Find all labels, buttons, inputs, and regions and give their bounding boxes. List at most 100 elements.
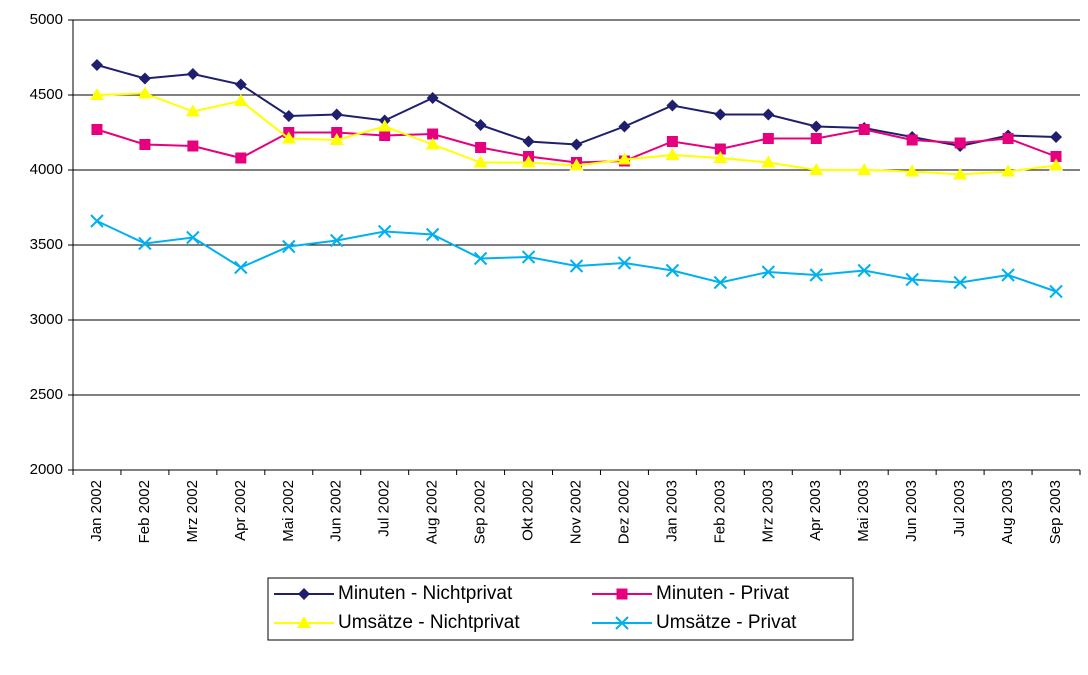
- marker: [282, 239, 296, 254]
- marker: [617, 256, 632, 270]
- x-tick-label: Aug 2003: [999, 480, 1016, 544]
- marker: [233, 94, 248, 106]
- marker: [473, 155, 488, 168]
- marker: [665, 263, 680, 278]
- y-tick-label: 2000: [30, 461, 63, 478]
- marker: [665, 148, 680, 160]
- marker: [905, 272, 919, 287]
- marker: [297, 616, 311, 628]
- y-tick-label: 3000: [30, 311, 63, 328]
- x-tick-label: Mai 2003: [855, 480, 872, 542]
- legend-box: [267, 577, 854, 641]
- marker: [953, 275, 967, 290]
- marker: [425, 137, 440, 150]
- marker: [762, 133, 774, 144]
- marker: [810, 133, 822, 144]
- legend-label: Minuten - Privat: [656, 583, 790, 604]
- x-tick-label: Nov 2002: [567, 480, 584, 544]
- marker: [569, 158, 584, 171]
- marker: [185, 104, 200, 117]
- marker: [298, 588, 310, 600]
- legend-label: Umsätze - Nichtprivat: [338, 612, 520, 633]
- marker: [1001, 164, 1016, 177]
- x-tick-label: Jul 2003: [951, 480, 968, 537]
- y-tick-label: 3500: [30, 236, 63, 253]
- marker: [761, 265, 776, 279]
- x-tick-label: Okt 2002: [520, 480, 537, 541]
- marker: [617, 152, 632, 165]
- marker: [809, 268, 823, 282]
- x-tick-label: Aug 2002: [424, 480, 441, 544]
- marker: [475, 142, 487, 153]
- marker: [426, 92, 439, 104]
- x-tick-label: Apr 2002: [232, 480, 249, 541]
- marker: [235, 152, 247, 164]
- marker: [234, 260, 248, 275]
- marker: [329, 133, 344, 145]
- marker: [906, 134, 918, 146]
- marker: [713, 151, 728, 163]
- marker: [666, 136, 678, 147]
- marker: [474, 119, 487, 131]
- marker: [427, 128, 439, 140]
- x-tick-label: Mrz 2002: [184, 480, 201, 543]
- marker: [1050, 151, 1062, 162]
- marker: [330, 108, 343, 121]
- x-tick-label: Sep 2002: [472, 480, 489, 544]
- x-tick-label: Jan 2002: [88, 480, 105, 542]
- marker: [91, 124, 103, 135]
- marker: [1002, 133, 1014, 144]
- legend-label: Minuten - Nichtprivat: [338, 583, 513, 604]
- marker: [281, 131, 296, 144]
- marker: [377, 119, 392, 132]
- marker: [186, 68, 199, 80]
- marker: [379, 130, 391, 141]
- marker: [1049, 284, 1063, 299]
- x-tick-label: Jul 2002: [376, 480, 393, 537]
- marker: [138, 236, 152, 251]
- marker: [570, 138, 583, 151]
- marker: [810, 120, 823, 133]
- series-line: [96, 220, 1057, 293]
- marker: [330, 233, 344, 248]
- y-tick-label: 4000: [30, 161, 63, 178]
- marker: [186, 230, 200, 245]
- marker: [714, 143, 726, 155]
- marker: [1050, 131, 1063, 143]
- marker: [522, 135, 535, 148]
- x-tick-label: Jun 2003: [903, 480, 920, 542]
- marker: [714, 108, 727, 121]
- marker: [569, 259, 584, 273]
- marker: [618, 120, 631, 133]
- marker: [953, 167, 968, 180]
- y-tick-label: 2500: [30, 386, 63, 403]
- marker: [905, 164, 920, 177]
- marker: [761, 155, 776, 168]
- marker: [809, 163, 824, 175]
- marker: [137, 86, 152, 99]
- marker: [666, 99, 679, 112]
- x-tick-label: Apr 2003: [807, 480, 824, 541]
- marker: [187, 140, 199, 152]
- marker: [1001, 268, 1015, 282]
- x-tick-label: Sep 2003: [1047, 480, 1064, 544]
- marker: [954, 137, 966, 149]
- marker: [282, 110, 295, 122]
- marker: [234, 78, 247, 91]
- marker: [762, 108, 775, 121]
- marker: [521, 155, 536, 168]
- marker: [90, 214, 104, 228]
- marker: [90, 59, 103, 71]
- marker: [521, 250, 536, 264]
- y-tick-label: 4500: [30, 86, 63, 103]
- marker: [139, 139, 151, 150]
- legend-label: Umsätze - Privat: [656, 612, 797, 633]
- x-tick-label: Mrz 2003: [759, 480, 776, 543]
- marker: [473, 251, 488, 266]
- x-tick-label: Feb 2003: [711, 480, 728, 543]
- x-tick-label: Mai 2002: [280, 480, 297, 542]
- marker: [615, 616, 629, 630]
- x-tick-label: Jun 2002: [328, 480, 345, 542]
- marker: [425, 227, 440, 242]
